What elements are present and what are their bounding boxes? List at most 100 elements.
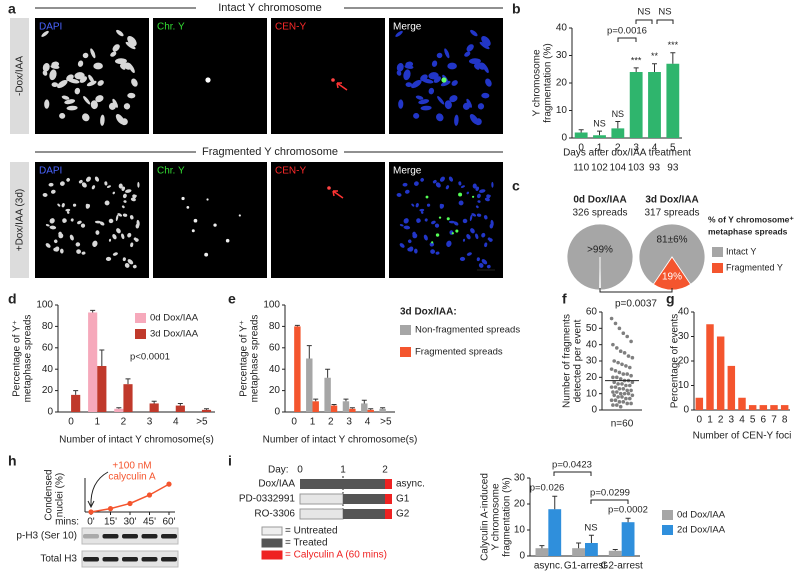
chromosome [475, 233, 479, 240]
chromosome [82, 52, 89, 59]
bar [361, 403, 368, 412]
error-bar [99, 349, 105, 366]
bracket [590, 499, 629, 504]
phase-label: G1 [396, 494, 410, 505]
annotation: p=0.0299 [590, 488, 630, 499]
chromosome [74, 72, 85, 80]
error-bar [294, 324, 300, 327]
chromosome [424, 218, 428, 222]
x-tick-label: 4 [739, 415, 745, 426]
chromosome [446, 240, 452, 247]
chromosome [76, 249, 82, 254]
bar [593, 135, 606, 138]
chromosome [449, 95, 458, 103]
pie-title: 3d Dox/IAA [645, 195, 698, 206]
micrograph [271, 18, 385, 134]
y-tick-label: 10 [586, 388, 598, 399]
chromosome [398, 99, 404, 109]
y-signal [431, 241, 434, 244]
chromosome [122, 193, 127, 199]
error-bar [361, 399, 367, 404]
chromosome [118, 183, 123, 189]
micrograph [271, 162, 385, 278]
chromosome [90, 48, 96, 59]
pie-slice [638, 223, 706, 285]
bar [629, 72, 643, 138]
y-tick-label: 100 [263, 300, 280, 311]
legend-swatch [662, 525, 673, 535]
chromosome [411, 79, 422, 89]
chromosome [439, 176, 445, 182]
point [611, 403, 615, 407]
legend-label: Intact Y [726, 246, 756, 256]
point [626, 354, 631, 358]
y-tick-label: 20 [42, 385, 54, 396]
chromosome [435, 182, 441, 188]
point [612, 393, 616, 398]
error-bar [539, 545, 545, 549]
x-prefix: mins: [55, 517, 79, 528]
legend-title: 3d Dox/IAA: [400, 307, 457, 318]
chromosome [108, 238, 112, 242]
y-axis-label: Condensed [44, 469, 55, 520]
x-tick-label: 1 [310, 417, 316, 428]
row-label: RO-3306 [254, 509, 295, 520]
chromosome [94, 220, 102, 224]
chromosome [436, 113, 444, 122]
chromosome [61, 203, 65, 208]
bracket [635, 19, 653, 24]
error-bar [597, 130, 602, 136]
chromosome [100, 114, 105, 126]
band [122, 534, 138, 539]
y-tick-label: 0 [561, 133, 567, 144]
bar [770, 405, 778, 410]
y-tick-label: 20 [586, 372, 598, 383]
annotation: NS [584, 523, 597, 534]
x-tick-label: 2 [121, 417, 127, 428]
calyculin [385, 509, 392, 519]
x-tick-label: 0 [68, 417, 74, 428]
line [90, 483, 170, 513]
significance: NS [593, 119, 606, 129]
bar [611, 128, 625, 138]
chromosome [50, 189, 56, 194]
chromosome [447, 62, 457, 70]
chromosome [477, 62, 487, 70]
annotation: calyculin A [108, 472, 156, 483]
chromosome [472, 183, 477, 189]
chromosome [413, 181, 419, 186]
y-axis-label: detected per event [573, 319, 584, 402]
error-bar [380, 407, 386, 409]
chromosome [466, 44, 474, 52]
chromosome [77, 60, 84, 67]
legend-swatch [261, 550, 283, 560]
x-tick-label: 3 [633, 143, 639, 154]
chromosome [45, 243, 51, 248]
chromosome [123, 62, 133, 70]
chromosome [402, 182, 408, 187]
chromosome [490, 219, 494, 227]
chromosome [466, 234, 471, 240]
chromosome [444, 48, 450, 59]
bar [548, 509, 562, 556]
pie-title: 317 spreads [644, 208, 699, 219]
chromosome [64, 99, 76, 105]
error-bar [125, 378, 131, 385]
x-tick-label: 1 [707, 415, 713, 426]
chromosome [431, 60, 438, 67]
legend-swatch [712, 263, 723, 273]
y-signal [206, 198, 209, 201]
chromosome [114, 58, 127, 65]
point [618, 349, 623, 354]
bar [88, 312, 98, 412]
band [161, 557, 177, 562]
chromosome [83, 96, 91, 105]
chromosome [42, 192, 48, 197]
point [611, 342, 615, 347]
x-tick-label: 30' [123, 517, 136, 528]
calyculin [385, 479, 392, 489]
chromosome [106, 185, 111, 188]
chromosome [426, 203, 431, 207]
bar [727, 365, 736, 410]
point [615, 390, 619, 394]
